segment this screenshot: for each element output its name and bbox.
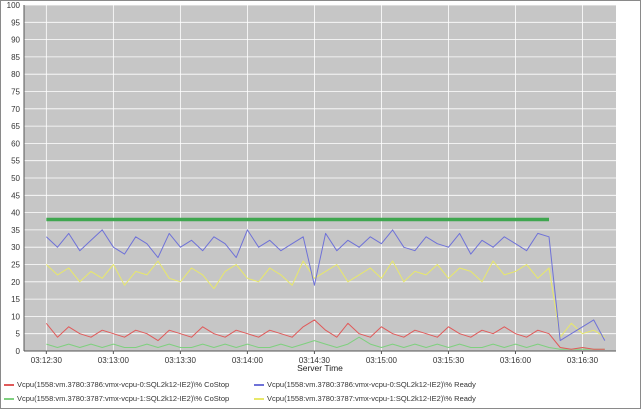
x-tick-label: 03:13:30 — [165, 356, 197, 365]
x-tick-label: 03:15:30 — [433, 356, 465, 365]
y-tick-label: 85 — [11, 53, 20, 62]
y-tick-label: 70 — [11, 105, 20, 114]
y-tick-label: 35 — [11, 226, 20, 235]
y-tick-label: 10 — [11, 312, 20, 321]
y-tick-label: 55 — [11, 157, 20, 166]
x-tick-label: 03:12:30 — [31, 356, 63, 365]
legend-label: Vcpu(1558:vm.3780:3787:vmx-vcpu-1:SQL2k1… — [267, 394, 476, 403]
y-tick-label: 40 — [11, 209, 20, 218]
y-tick-label: 65 — [11, 122, 20, 131]
y-tick-label: 75 — [11, 88, 20, 97]
legend-swatch — [4, 383, 14, 386]
y-tick-label: 45 — [11, 191, 20, 200]
legend-swatch — [254, 397, 264, 400]
y-tick-label: 60 — [11, 139, 20, 148]
legend-label: Vcpu(1558:vm.3780:3787:vmx-vcpu-1:SQL2k1… — [17, 394, 230, 403]
y-tick-label: 0 — [16, 347, 21, 356]
series-layer — [45, 217, 606, 350]
y-tick-label: 50 — [11, 174, 20, 183]
legend-item-costop-vcpu1: Vcpu(1558:vm.3780:3787:vmx-vcpu-1:SQL2k1… — [4, 394, 229, 403]
x-tick-label: 03:16:00 — [500, 356, 532, 365]
legend-label: Vcpu(1558:vm.3780:3786:vmx-vcpu-0:SQL2k1… — [267, 380, 476, 389]
x-tick-label: 03:14:30 — [299, 356, 331, 365]
series-line-3 — [45, 260, 606, 338]
y-tick-label: 20 — [11, 278, 20, 287]
y-axis-ticks: 0 5 10 15 20 25 30 35 40 45 50 55 60 65 70 75 80 85 90 95 10… — [7, 1, 21, 356]
series-line-2 — [46, 336, 605, 350]
x-axis-title: Server Time — [297, 363, 343, 373]
y-tick-label: 80 — [11, 70, 20, 79]
legend-item-ready-vcpu0: Vcpu(1558:vm.3780:3786:vmx-vcpu-0:SQL2k1… — [254, 380, 476, 389]
y-tick-label: 95 — [11, 18, 20, 27]
y-tick-label: 25 — [11, 261, 20, 270]
legend-label: Vcpu(1558:vm.3780:3786:vmx-vcpu-0:SQL2k1… — [17, 380, 230, 389]
x-tick-label: 03:13:00 — [98, 356, 130, 365]
line-chart: 0 5 10 15 20 25 30 35 40 45 50 55 60 65 70 75 80 85 90 95 10… — [7, 1, 616, 373]
legend-item-costop-vcpu0: Vcpu(1558:vm.3780:3786:vmx-vcpu-0:SQL2k1… — [4, 380, 229, 389]
y-tick-label: 90 — [11, 36, 20, 45]
x-tick-label: 03:14:00 — [232, 356, 264, 365]
y-tick-label: 5 — [16, 330, 21, 339]
legend-item-ready-vcpu1: Vcpu(1558:vm.3780:3787:vmx-vcpu-1:SQL2k1… — [254, 394, 476, 403]
legend-swatch — [4, 397, 14, 400]
grid-lines — [24, 4, 616, 351]
series-line-1 — [45, 229, 606, 342]
y-tick-label: 100 — [7, 1, 21, 10]
series-line-0 — [45, 319, 605, 350]
x-tick-label: 03:16:30 — [567, 356, 599, 365]
y-tick-label: 15 — [11, 295, 20, 304]
y-tick-label: 30 — [11, 243, 20, 252]
legend-swatch — [254, 383, 264, 386]
x-tick-label: 03:15:00 — [366, 356, 398, 365]
